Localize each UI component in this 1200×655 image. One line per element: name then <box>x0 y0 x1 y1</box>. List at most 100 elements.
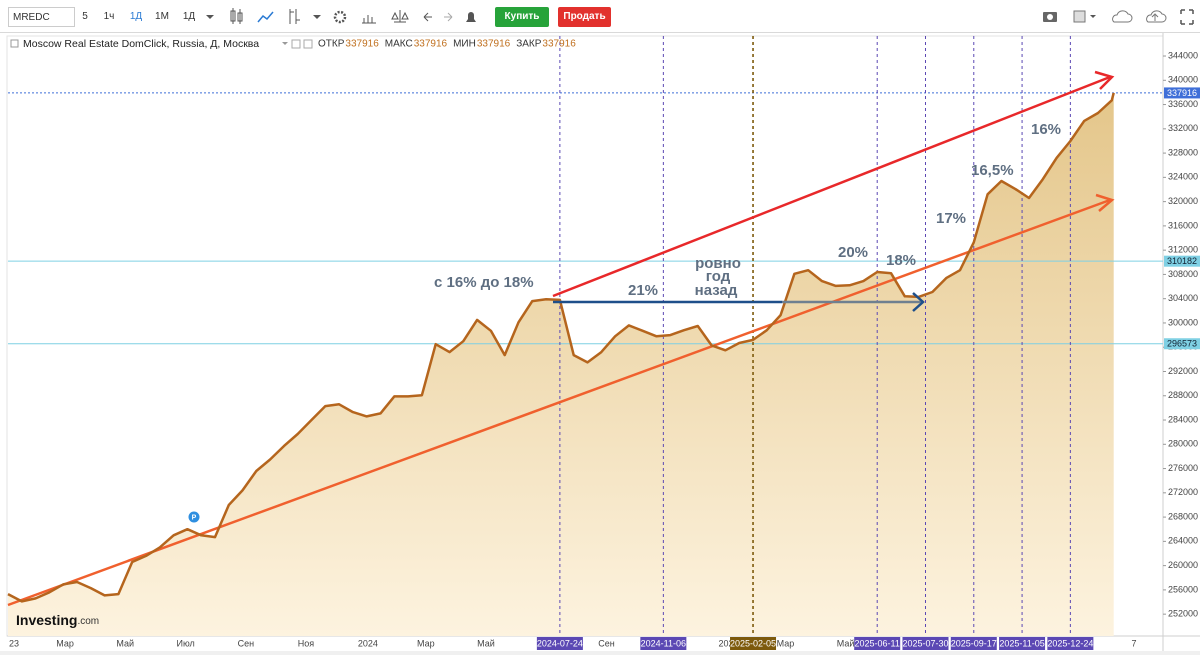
ohlc-label: ЗАКР <box>516 39 542 50</box>
x-tick-label: Июл <box>177 638 195 648</box>
dropdown-icon[interactable] <box>1090 15 1096 18</box>
y-tick-label: 272000 <box>1168 487 1198 497</box>
y-tick-label: 308000 <box>1168 269 1198 279</box>
x-tick-label: Сен <box>598 638 615 648</box>
date-marker-label: 2025-11-05 <box>999 638 1044 648</box>
symbol-input[interactable]: MREDC <box>8 7 75 27</box>
legend-dropdown[interactable] <box>282 42 288 45</box>
y-tick-label: 260000 <box>1168 560 1198 570</box>
toolbar-icons <box>206 8 1194 25</box>
date-marker-label: 2025-12-24 <box>1047 638 1093 648</box>
y-tick-label: 280000 <box>1168 439 1198 449</box>
y-tick-label: 292000 <box>1168 366 1198 376</box>
layout-icon[interactable] <box>1073 10 1086 23</box>
price-label-box <box>1164 338 1200 350</box>
fullscreen-icon[interactable] <box>1180 9 1194 25</box>
cloud-icon[interactable] <box>1112 10 1133 23</box>
annotation: с 16% до 18% <box>434 274 534 291</box>
badge-text[interactable]: P <box>192 514 197 521</box>
y-tick-label: 332000 <box>1168 123 1198 133</box>
date-marker-label: 2025-06-11 <box>855 638 900 648</box>
interval-button[interactable]: 1Д <box>129 11 143 22</box>
x-tick-label: Мар <box>417 638 435 648</box>
x-tick-label: Ноя <box>298 638 315 648</box>
y-tick-label: 340000 <box>1168 75 1198 85</box>
scale-icon[interactable] <box>391 10 409 23</box>
dropdown-icon[interactable] <box>313 15 321 19</box>
y-tick-label: 312000 <box>1168 245 1198 255</box>
price-label-box <box>1164 255 1200 267</box>
date-marker-box <box>950 637 997 650</box>
y-tick-label: 320000 <box>1168 196 1198 206</box>
area-icon[interactable] <box>257 11 274 23</box>
annotation: 16% <box>1031 121 1061 138</box>
alert-icon[interactable] <box>466 12 476 22</box>
settings-icon[interactable] <box>333 10 347 24</box>
y-tick-label: 252000 <box>1168 609 1198 619</box>
watermark-suffix: .com <box>77 616 99 627</box>
interval-button[interactable]: 1М <box>155 11 169 22</box>
ohlc-value: 337916 <box>345 39 379 50</box>
y-tick-label: 344000 <box>1168 50 1198 60</box>
legend-icon <box>10 39 19 48</box>
buy-button[interactable]: Купить <box>495 7 549 27</box>
compare-icon[interactable] <box>362 15 376 24</box>
ohlc-value: 337916 <box>542 39 576 50</box>
ohlc-value: 337916 <box>477 39 511 50</box>
ohlc-label: МАКС <box>385 39 413 50</box>
x-tick-label: Май <box>116 638 134 648</box>
badge-circle[interactable] <box>188 511 200 523</box>
date-marker-box <box>902 637 949 650</box>
x-tick-label: Мар <box>56 638 74 648</box>
sell-button[interactable]: Продать <box>558 7 611 27</box>
cloud-upload-icon[interactable] <box>1146 10 1167 23</box>
watermark: Investing.com <box>16 612 99 628</box>
date-marker-box <box>999 637 1046 650</box>
date-marker-box <box>536 637 583 650</box>
trend-line <box>552 75 1111 298</box>
price-label-box <box>1164 87 1200 99</box>
camera-icon[interactable] <box>1043 12 1057 22</box>
interval-button[interactable]: 1Д <box>182 11 196 22</box>
watermark-brand: Investing <box>16 612 77 628</box>
undo-icon[interactable] <box>423 12 432 22</box>
toolbar: MREDC 5 1ч 1Д 1М 1Д Купить Продать <box>0 0 1200 33</box>
y-tick-label: 336000 <box>1168 99 1198 109</box>
price-label: 296573 <box>1167 339 1197 349</box>
ohlc-value: 337916 <box>414 39 448 50</box>
line <box>7 92 1115 603</box>
arrow-head <box>912 292 925 312</box>
interval-button[interactable]: 5 <box>82 11 88 22</box>
y-tick-label: 284000 <box>1168 414 1198 424</box>
interval-button[interactable]: 1ч <box>103 11 115 22</box>
x-tick-label: 7 <box>1131 638 1136 648</box>
date-marker-box <box>1047 637 1094 650</box>
candle-icon[interactable] <box>230 8 243 24</box>
annotation: 18% <box>886 252 916 269</box>
legend-icon[interactable] <box>291 39 301 49</box>
date-marker-box <box>640 637 687 650</box>
ohlc-label: ОТКР <box>318 39 345 50</box>
redo-icon[interactable] <box>444 12 453 22</box>
y-tick-label: 300000 <box>1168 317 1198 327</box>
legend-icon[interactable] <box>303 39 313 49</box>
x-tick-label: Сен <box>238 638 255 648</box>
arrow-head <box>1094 70 1115 90</box>
annotation: ровно <box>695 255 741 272</box>
annotation: 17% <box>936 210 966 227</box>
trend-lines <box>7 70 1115 607</box>
date-marker-label: 2025-02-05 <box>730 638 776 648</box>
event-badge[interactable]: P <box>188 511 200 523</box>
x-tick-label: 23 <box>9 638 19 648</box>
x-tick-label: 2024 <box>358 638 378 648</box>
x-tick-label: Май <box>477 638 495 648</box>
indicator-icon[interactable] <box>289 9 300 24</box>
x-tick-label: 2025 <box>719 638 739 648</box>
dropdown-icon[interactable] <box>206 15 214 19</box>
annotation: назад <box>695 282 738 299</box>
ohlc-label: МИН <box>453 39 476 50</box>
date-marker-label: 2024-11-06 <box>641 638 686 648</box>
date-marker-box <box>854 637 901 650</box>
